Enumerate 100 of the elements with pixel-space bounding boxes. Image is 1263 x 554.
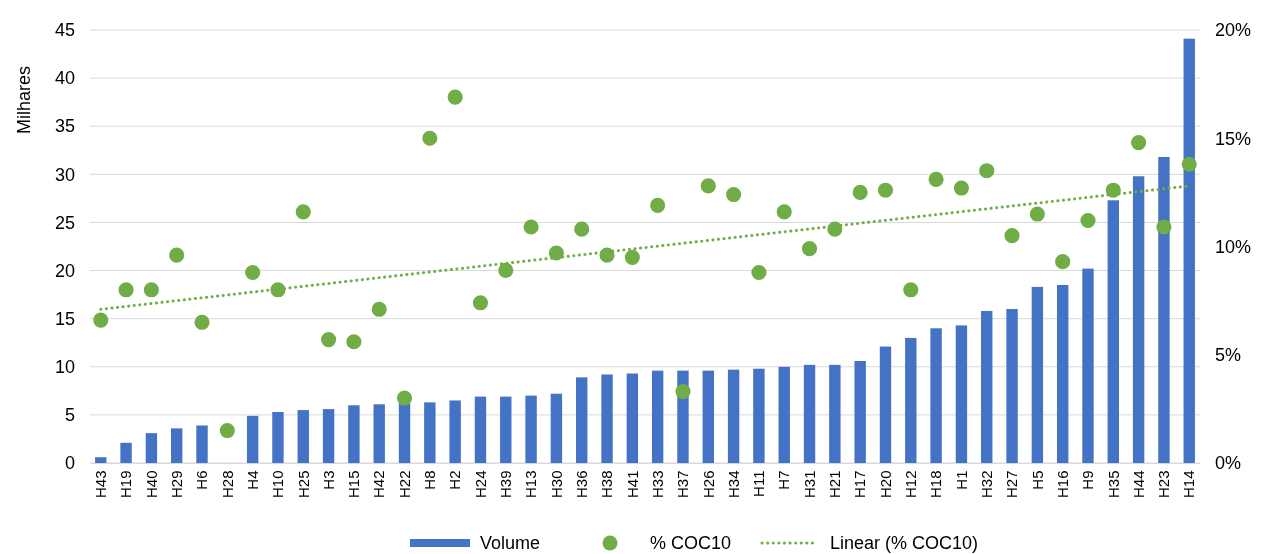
point xyxy=(245,264,261,281)
x-tick-label: H18 xyxy=(927,470,945,499)
point xyxy=(143,282,159,298)
x-tick-label: H26 xyxy=(699,470,717,499)
point xyxy=(700,178,716,194)
bar xyxy=(145,433,158,463)
point xyxy=(928,171,944,187)
point xyxy=(953,180,969,196)
x-tick-label: H27 xyxy=(1003,470,1021,499)
bar xyxy=(702,370,714,463)
x-tick-label: H22 xyxy=(395,470,413,499)
bar xyxy=(829,364,841,463)
x-tick-label: H29 xyxy=(167,470,185,499)
point xyxy=(396,390,413,406)
point xyxy=(624,249,640,265)
y-tick-label: 10 xyxy=(54,357,75,378)
bar xyxy=(373,404,385,463)
x-tick-label: H28 xyxy=(218,470,236,499)
point xyxy=(422,130,438,146)
x-tick-label: H9 xyxy=(1079,470,1097,490)
x-tick-label: H44 xyxy=(1129,470,1147,499)
bar xyxy=(879,346,892,463)
legend-label: % COC10 xyxy=(650,533,732,554)
bar xyxy=(803,364,816,463)
y-axis-title: Milhares xyxy=(14,65,34,135)
x-tick-label: H32 xyxy=(977,470,995,499)
x-tick-label: H40 xyxy=(142,470,160,499)
bar xyxy=(1158,157,1170,463)
y-tick-label: 20 xyxy=(54,260,75,281)
bar xyxy=(778,366,790,463)
point xyxy=(726,186,742,203)
y-tick-label: 15 xyxy=(54,308,75,329)
bar xyxy=(1082,268,1094,463)
x-tick-label: H34 xyxy=(724,470,742,499)
x-tick-label: H11 xyxy=(750,470,768,497)
bar xyxy=(727,369,740,463)
point xyxy=(523,219,539,235)
x-tick-label: H19 xyxy=(117,470,135,499)
bar xyxy=(398,403,411,463)
point xyxy=(321,332,337,348)
x-tick-label: H25 xyxy=(294,470,312,499)
y2-tick-label: 10% xyxy=(1215,236,1252,257)
bar xyxy=(474,396,487,463)
x-tick-label: H20 xyxy=(876,470,894,499)
x-tick-label: H17 xyxy=(851,470,869,499)
bar xyxy=(753,368,765,463)
y-tick-label: 5 xyxy=(64,405,75,426)
point xyxy=(93,312,109,328)
x-tick-label: H13 xyxy=(522,470,540,499)
y2-tick-label: 20% xyxy=(1215,20,1252,41)
x-tick-label: H6 xyxy=(193,470,211,490)
bar xyxy=(500,396,512,463)
y-tick-label: 45 xyxy=(54,20,75,41)
x-tick-label: H2 xyxy=(446,470,464,490)
point xyxy=(675,384,691,400)
point xyxy=(877,182,894,198)
bar xyxy=(120,442,132,463)
bar xyxy=(930,328,942,463)
y-tick-label: 40 xyxy=(54,68,75,89)
point xyxy=(498,262,514,278)
x-tick-label: H42 xyxy=(370,470,388,499)
point xyxy=(1131,135,1147,151)
x-tick-label: H21 xyxy=(826,470,844,499)
x-tick-label: H5 xyxy=(1028,470,1046,490)
bar xyxy=(1107,200,1119,463)
point xyxy=(371,301,387,317)
point xyxy=(295,204,311,220)
point xyxy=(650,197,666,213)
x-tick-label: H23 xyxy=(1155,470,1173,499)
point xyxy=(574,221,590,237)
bar xyxy=(196,425,208,463)
x-tick-label: H8 xyxy=(421,470,439,490)
point xyxy=(852,184,868,200)
point xyxy=(169,247,185,263)
point xyxy=(1080,212,1096,229)
bar xyxy=(1132,176,1145,463)
point xyxy=(1181,156,1197,172)
point xyxy=(979,163,995,179)
x-tick-label: H4 xyxy=(243,470,261,490)
x-tick-label: H38 xyxy=(598,470,616,499)
point xyxy=(903,282,919,298)
x-tick-label: H35 xyxy=(1104,470,1122,499)
y2-tick-label: 0% xyxy=(1215,453,1242,474)
x-tick-label: H14 xyxy=(1180,470,1198,499)
bar xyxy=(1183,38,1195,463)
x-tick-label: H12 xyxy=(902,470,920,499)
x-tick-label: H43 xyxy=(92,470,110,499)
point xyxy=(801,241,818,257)
bar xyxy=(297,410,309,463)
point xyxy=(118,282,134,298)
y-tick-label: 25 xyxy=(54,212,75,233)
bar xyxy=(525,395,537,463)
x-tick-label: H30 xyxy=(547,470,565,499)
bar xyxy=(424,402,436,463)
bar xyxy=(171,428,183,463)
legend-label: Linear (% COC10) xyxy=(830,533,979,554)
point xyxy=(751,264,767,281)
y-tick-label: 35 xyxy=(54,116,75,137)
bar xyxy=(601,374,613,463)
y2-tick-label: 15% xyxy=(1215,128,1252,149)
